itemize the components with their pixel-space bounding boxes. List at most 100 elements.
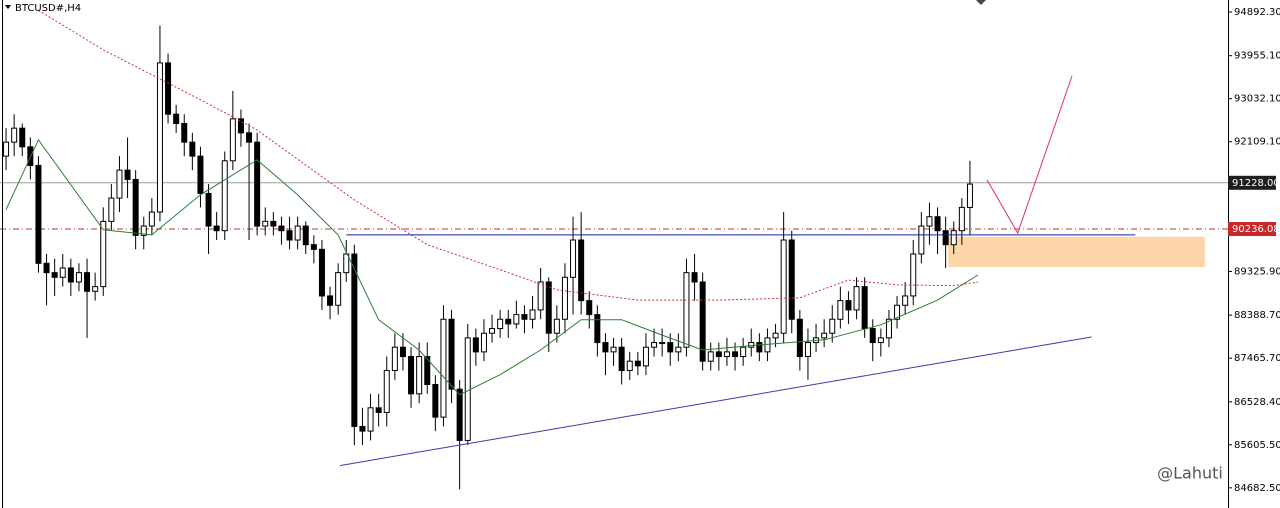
candle-body xyxy=(43,262,50,274)
candle-body xyxy=(732,351,739,358)
candle-body xyxy=(286,230,293,241)
candle-body xyxy=(92,286,99,292)
candle-body xyxy=(148,211,155,227)
candle-body xyxy=(237,118,244,134)
candle-body xyxy=(513,314,520,325)
candle-body xyxy=(869,328,876,344)
candle-body xyxy=(740,346,747,358)
candle-body xyxy=(359,425,366,432)
candle-body xyxy=(796,318,803,358)
candle-body xyxy=(181,123,188,143)
candle-body xyxy=(424,356,431,385)
candle-body xyxy=(3,141,10,157)
candle-body xyxy=(165,62,172,115)
candle-body xyxy=(408,356,415,395)
candle-body xyxy=(902,295,909,306)
candle-body xyxy=(140,225,147,236)
candle-body xyxy=(610,346,617,353)
candle-body xyxy=(626,360,633,372)
candle-body xyxy=(75,272,82,283)
candle-body xyxy=(116,169,123,199)
candle-body xyxy=(594,314,601,344)
candle-body xyxy=(375,407,382,413)
candle-body xyxy=(100,220,107,288)
y-tick-label: 94892.30 xyxy=(1234,7,1280,18)
candle-body xyxy=(351,253,358,427)
candle-body xyxy=(67,267,74,283)
candle-body xyxy=(59,267,66,278)
candle-body xyxy=(464,337,471,441)
candle-body xyxy=(804,342,811,358)
candle-body xyxy=(489,328,496,334)
y-tick-label: 87465.70 xyxy=(1234,353,1280,364)
candle-body xyxy=(497,318,504,330)
candle-body xyxy=(837,300,844,320)
watermark: @Lahuti xyxy=(1157,464,1223,483)
candle-body xyxy=(173,113,180,125)
price-label: 90236.08 xyxy=(1232,224,1280,235)
y-tick-label: 93032.10 xyxy=(1234,94,1280,105)
candle-body xyxy=(780,239,787,334)
price-label: 91228.00 xyxy=(1232,178,1280,189)
candle-body xyxy=(829,318,836,334)
candle-body xyxy=(84,272,91,292)
candle-body xyxy=(480,332,487,353)
candle-body xyxy=(294,225,301,241)
candle-body xyxy=(545,281,552,334)
y-tick-label: 86528.40 xyxy=(1234,397,1280,408)
candle-body xyxy=(691,272,698,283)
candle-body xyxy=(327,295,334,306)
candle-body xyxy=(432,383,439,418)
candle-body xyxy=(748,342,755,348)
candle-body xyxy=(254,141,261,227)
candle-body xyxy=(885,318,892,339)
candle-body xyxy=(262,220,269,227)
candle-body xyxy=(845,300,852,311)
price-label-box xyxy=(1228,222,1276,237)
candle-body xyxy=(853,286,860,311)
y-tick-label: 84682.50 xyxy=(1234,483,1280,494)
overlay-line xyxy=(38,9,979,301)
candle-body xyxy=(602,342,609,353)
candle-body xyxy=(456,388,463,441)
y-tick-label: 85605.50 xyxy=(1234,440,1280,451)
candle-body xyxy=(197,155,204,194)
candle-body xyxy=(205,192,212,227)
shift-marker xyxy=(976,0,986,5)
candle-body xyxy=(529,309,536,320)
candle-body xyxy=(132,178,139,236)
candle-body xyxy=(894,304,901,320)
candle-body xyxy=(156,62,163,213)
candle-body xyxy=(553,318,560,334)
candle-body xyxy=(910,253,917,297)
candle-body xyxy=(877,337,884,344)
candle-body xyxy=(618,346,625,372)
candle-body xyxy=(383,370,390,413)
y-tick-label: 92109.10 xyxy=(1234,137,1280,148)
candle-body xyxy=(667,342,674,353)
candle-body xyxy=(310,244,317,250)
candle-body xyxy=(642,346,649,367)
plot-area xyxy=(0,9,1228,490)
candle-body xyxy=(788,239,795,320)
candle-body xyxy=(35,164,42,264)
menu-triangle[interactable] xyxy=(5,5,11,9)
overlay-line xyxy=(986,75,1073,235)
candle-body xyxy=(124,169,131,180)
candle-body xyxy=(302,225,309,246)
candle-body xyxy=(108,197,115,222)
candle-body xyxy=(570,239,577,278)
candle-body xyxy=(189,141,196,157)
chart-title: BTCUSD#,H4 xyxy=(15,3,81,14)
overlay-line xyxy=(339,336,1092,467)
candle-body xyxy=(861,286,868,330)
candle-body xyxy=(229,118,236,162)
y-tick-label: 88388.70 xyxy=(1234,310,1280,321)
candle-body xyxy=(246,132,253,143)
candle-body xyxy=(578,239,585,302)
candle-body xyxy=(683,272,690,348)
candle-body xyxy=(651,342,658,348)
candle-body xyxy=(221,160,228,232)
candle-body xyxy=(51,272,58,278)
candle-body xyxy=(19,127,26,148)
